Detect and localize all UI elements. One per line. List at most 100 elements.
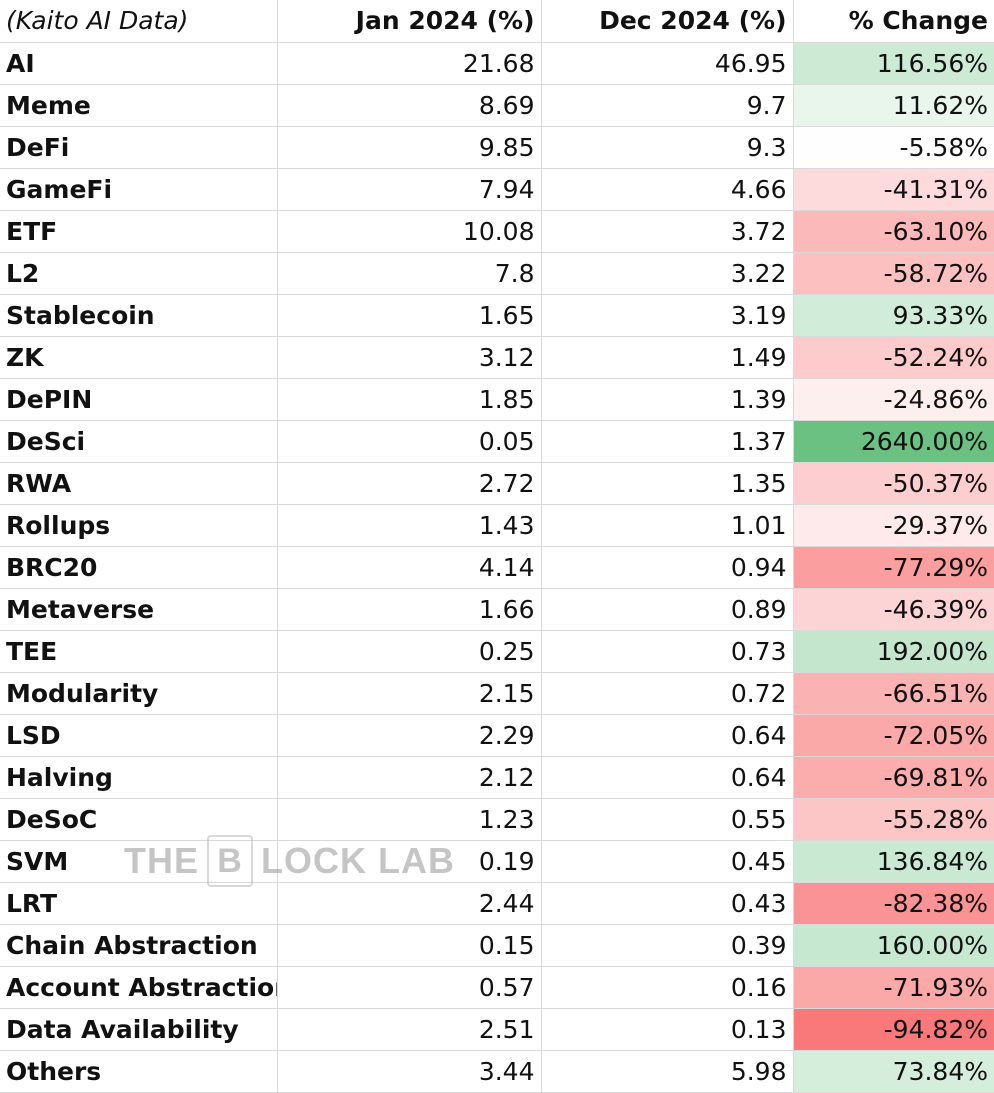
table-row: Stablecoin 1.65 3.19 93.33% <box>0 294 994 337</box>
table-row: BRC20 4.14 0.94 -77.29% <box>0 546 994 589</box>
row-name: Data Availability <box>0 1008 278 1051</box>
row-jan-value: 21.68 <box>277 42 542 85</box>
table-row: Others 3.44 5.98 73.84% <box>0 1050 994 1093</box>
row-jan-value: 9.85 <box>277 126 542 169</box>
table-row: Modularity 2.15 0.72 -66.51% <box>0 672 994 715</box>
row-jan-value: 0.19 <box>277 840 542 883</box>
row-change-value: -66.51% <box>793 672 994 715</box>
row-dec-value: 3.72 <box>541 210 794 253</box>
row-change-value: -63.10% <box>793 210 994 253</box>
row-name: L2 <box>0 252 278 295</box>
row-dec-value: 0.72 <box>541 672 794 715</box>
row-change-value: -55.28% <box>793 798 994 841</box>
row-name: Halving <box>0 756 278 799</box>
row-jan-value: 10.08 <box>277 210 542 253</box>
row-name: DeFi <box>0 126 278 169</box>
row-name: Others <box>0 1050 278 1093</box>
row-jan-value: 1.23 <box>277 798 542 841</box>
row-dec-value: 1.49 <box>541 336 794 379</box>
row-jan-value: 2.44 <box>277 882 542 925</box>
table-row: DePIN 1.85 1.39 -24.86% <box>0 378 994 421</box>
table-row: ETF 10.08 3.72 -63.10% <box>0 210 994 253</box>
header-jan: Jan 2024 (%) <box>277 0 542 43</box>
table-row: Data Availability 2.51 0.13 -94.82% <box>0 1008 994 1051</box>
row-jan-value: 2.12 <box>277 756 542 799</box>
row-change-value: -24.86% <box>793 378 994 421</box>
row-jan-value: 0.57 <box>277 966 542 1009</box>
row-name: GameFi <box>0 168 278 211</box>
row-dec-value: 0.45 <box>541 840 794 883</box>
row-jan-value: 3.12 <box>277 336 542 379</box>
row-change-value: -58.72% <box>793 252 994 295</box>
header-row: (Kaito AI Data) Jan 2024 (%) Dec 2024 (%… <box>0 0 994 43</box>
row-name: DeSoC <box>0 798 278 841</box>
table-row: ZK 3.12 1.49 -52.24% <box>0 336 994 379</box>
row-dec-value: 9.3 <box>541 126 794 169</box>
row-change-value: 192.00% <box>793 630 994 673</box>
row-name: SVM <box>0 840 278 883</box>
row-change-value: 160.00% <box>793 924 994 967</box>
row-dec-value: 0.16 <box>541 966 794 1009</box>
row-dec-value: 0.55 <box>541 798 794 841</box>
row-change-value: -5.58% <box>793 126 994 169</box>
row-jan-value: 7.8 <box>277 252 542 295</box>
row-jan-value: 4.14 <box>277 546 542 589</box>
table-row: SVM 0.19 0.45 136.84% <box>0 840 994 883</box>
table-row: DeSci 0.05 1.37 2640.00% <box>0 420 994 463</box>
row-jan-value: 2.15 <box>277 672 542 715</box>
table-row: LSD 2.29 0.64 -72.05% <box>0 714 994 757</box>
table-row: GameFi 7.94 4.66 -41.31% <box>0 168 994 211</box>
row-name: TEE <box>0 630 278 673</box>
table-row: Halving 2.12 0.64 -69.81% <box>0 756 994 799</box>
row-change-value: 73.84% <box>793 1050 994 1093</box>
row-name: LRT <box>0 882 278 925</box>
row-jan-value: 0.25 <box>277 630 542 673</box>
row-name: ZK <box>0 336 278 379</box>
row-dec-value: 1.39 <box>541 378 794 421</box>
row-change-value: -77.29% <box>793 546 994 589</box>
table-row: RWA 2.72 1.35 -50.37% <box>0 462 994 505</box>
row-dec-value: 3.19 <box>541 294 794 337</box>
row-dec-value: 4.66 <box>541 168 794 211</box>
table-row: DeSoC 1.23 0.55 -55.28% <box>0 798 994 841</box>
row-change-value: -29.37% <box>793 504 994 547</box>
row-change-value: -52.24% <box>793 336 994 379</box>
row-dec-value: 1.01 <box>541 504 794 547</box>
table-row: AI 21.68 46.95 116.56% <box>0 42 994 85</box>
row-dec-value: 1.35 <box>541 462 794 505</box>
row-dec-value: 1.37 <box>541 420 794 463</box>
row-jan-value: 3.44 <box>277 1050 542 1093</box>
table-row: LRT 2.44 0.43 -82.38% <box>0 882 994 925</box>
header-dec: Dec 2024 (%) <box>541 0 794 43</box>
row-dec-value: 0.39 <box>541 924 794 967</box>
row-dec-value: 0.64 <box>541 714 794 757</box>
row-change-value: 136.84% <box>793 840 994 883</box>
row-name: Meme <box>0 84 278 127</box>
row-dec-value: 0.13 <box>541 1008 794 1051</box>
row-dec-value: 0.89 <box>541 588 794 631</box>
row-dec-value: 46.95 <box>541 42 794 85</box>
row-name: Account Abstraction <box>0 966 278 1009</box>
row-jan-value: 0.15 <box>277 924 542 967</box>
table-row: Account Abstraction 0.57 0.16 -71.93% <box>0 966 994 1009</box>
row-dec-value: 3.22 <box>541 252 794 295</box>
row-name: Rollups <box>0 504 278 547</box>
row-name: DeSci <box>0 420 278 463</box>
header-change: % Change <box>793 0 994 43</box>
row-jan-value: 1.43 <box>277 504 542 547</box>
row-name: Metaverse <box>0 588 278 631</box>
row-jan-value: 1.65 <box>277 294 542 337</box>
row-change-value: -72.05% <box>793 714 994 757</box>
row-jan-value: 2.29 <box>277 714 542 757</box>
row-dec-value: 5.98 <box>541 1050 794 1093</box>
row-jan-value: 8.69 <box>277 84 542 127</box>
row-name: Chain Abstraction <box>0 924 278 967</box>
row-name: RWA <box>0 462 278 505</box>
row-jan-value: 2.72 <box>277 462 542 505</box>
table-row: L2 7.8 3.22 -58.72% <box>0 252 994 295</box>
row-change-value: -50.37% <box>793 462 994 505</box>
row-change-value: 2640.00% <box>793 420 994 463</box>
row-change-value: 116.56% <box>793 42 994 85</box>
table-row: Metaverse 1.66 0.89 -46.39% <box>0 588 994 631</box>
